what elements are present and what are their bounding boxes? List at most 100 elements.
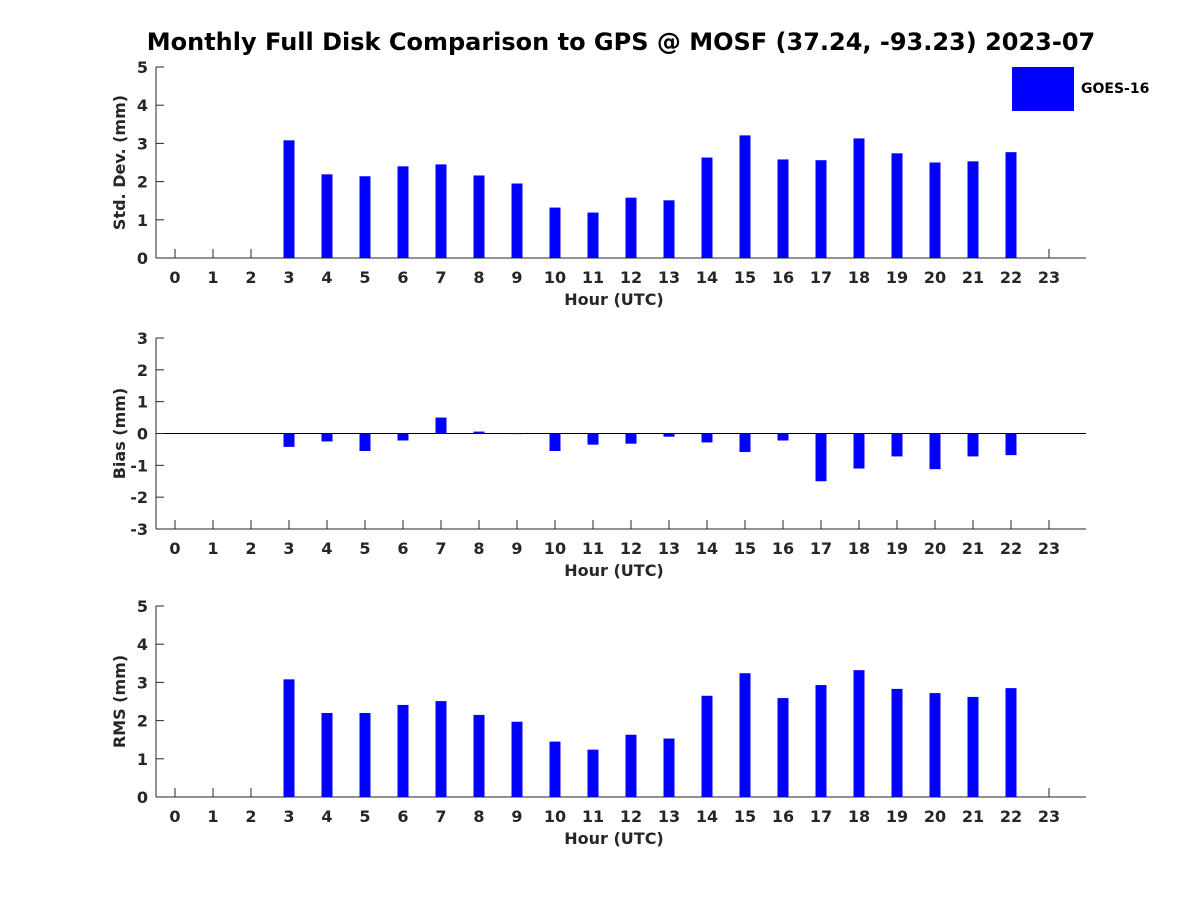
y-tick-label: 4 [137,635,148,654]
y-tick-label: -1 [130,456,148,475]
y-axis-label: RMS (mm) [110,655,129,748]
legend-swatch [1012,67,1074,111]
x-tick-label: 21 [962,807,984,826]
x-tick-label: 6 [397,268,408,287]
y-tick-label: 3 [137,329,148,348]
x-tick-label: 5 [359,807,370,826]
x-tick-label: 22 [1000,539,1022,558]
y-tick-label: 2 [137,712,148,731]
y-tick-label: 5 [137,597,148,616]
x-tick-label: 20 [924,268,946,287]
bar [1005,688,1017,797]
bar [739,433,751,452]
x-tick-label: 1 [207,268,218,287]
x-tick-label: 10 [544,807,566,826]
y-tick-label: 5 [137,58,148,77]
x-tick-label: 10 [544,268,566,287]
x-tick-label: 23 [1038,268,1060,287]
bar [663,738,675,797]
y-tick-label: 1 [137,393,148,412]
y-tick-label: 4 [137,96,148,115]
bar [397,433,409,441]
bar [397,704,409,797]
bar [321,433,333,442]
x-tick-label: 8 [473,268,484,287]
bar [359,433,371,452]
x-tick-label: 5 [359,268,370,287]
legend-label: GOES-16 [1081,81,1150,97]
x-tick-label: 16 [772,539,794,558]
bar [967,696,979,797]
x-axis-label: Hour (UTC) [564,829,664,848]
x-tick-label: 6 [397,807,408,826]
x-tick-label: 20 [924,807,946,826]
x-tick-label: 2 [245,807,256,826]
bar [549,741,561,797]
bar [663,200,675,258]
x-tick-label: 17 [810,268,832,287]
bar [891,433,903,457]
y-axis-label: Std. Dev. (mm) [110,95,129,230]
bar [815,160,827,258]
y-tick-label: -2 [130,488,148,507]
x-tick-label: 3 [283,268,294,287]
bar [777,698,789,797]
x-tick-label: 13 [658,539,680,558]
x-tick-label: 17 [810,539,832,558]
bar [929,693,941,797]
x-tick-label: 12 [620,539,642,558]
x-tick-label: 14 [696,807,718,826]
bar [663,433,675,437]
y-tick-label: -3 [130,520,148,539]
x-tick-label: 4 [321,807,332,826]
y-axis-label: Bias (mm) [110,388,129,480]
x-tick-label: 17 [810,807,832,826]
chart-title: Monthly Full Disk Comparison to GPS @ MO… [146,28,1096,56]
bar [435,701,447,797]
bar [853,433,865,469]
y-tick-label: 3 [137,673,148,692]
bar [815,433,827,482]
x-tick-label: 18 [848,539,870,558]
bar [397,166,409,258]
bar [549,207,561,258]
bar [1005,152,1017,258]
x-tick-label: 2 [245,268,256,287]
x-tick-label: 22 [1000,268,1022,287]
y-tick-label: 3 [137,134,148,153]
bar [435,417,447,434]
bar [359,712,371,797]
x-tick-label: 21 [962,268,984,287]
x-tick-label: 14 [696,268,718,287]
bar [625,197,637,258]
x-tick-label: 1 [207,539,218,558]
bar [473,714,485,797]
x-tick-label: 2 [245,539,256,558]
x-tick-label: 15 [734,539,756,558]
x-tick-label: 0 [169,539,180,558]
bar [929,162,941,258]
y-tick-label: 2 [137,173,148,192]
x-tick-label: 10 [544,539,566,558]
bar [891,153,903,258]
x-tick-label: 16 [772,268,794,287]
x-tick-label: 0 [169,807,180,826]
x-tick-label: 20 [924,539,946,558]
x-tick-label: 15 [734,268,756,287]
x-axis-label: Hour (UTC) [564,561,664,580]
bar [359,176,371,258]
x-tick-label: 12 [620,807,642,826]
bar [1005,433,1017,456]
bar [625,734,637,797]
bar [815,685,827,797]
y-tick-label: 0 [137,788,148,807]
bar [473,175,485,258]
x-tick-label: 23 [1038,807,1060,826]
bar [701,433,713,443]
x-tick-label: 0 [169,268,180,287]
x-tick-label: 3 [283,539,294,558]
x-tick-label: 11 [582,539,604,558]
